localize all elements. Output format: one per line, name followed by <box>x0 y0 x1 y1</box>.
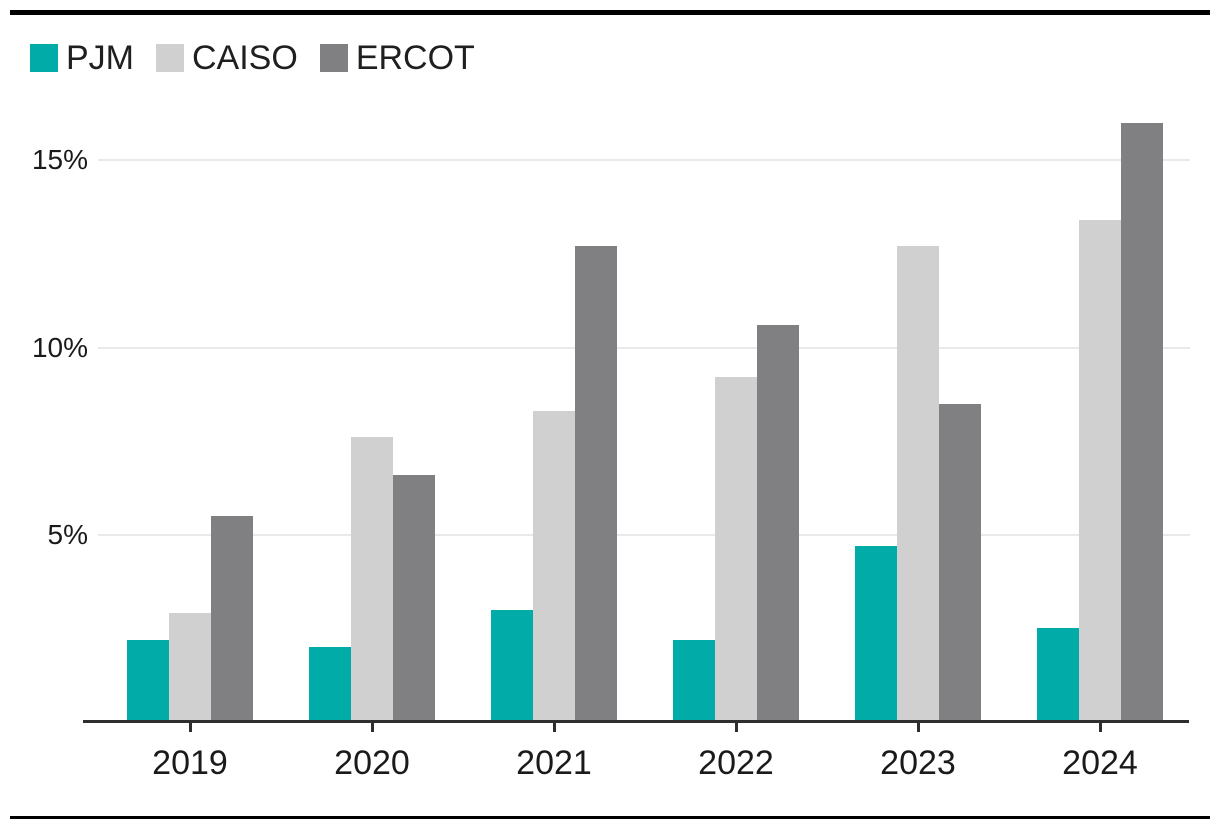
bar-pjm-2022 <box>673 640 715 722</box>
bar-caiso-2019 <box>169 613 211 722</box>
bar-ercot-2022 <box>757 325 799 722</box>
bar-ercot-2023 <box>939 404 981 722</box>
bar-caiso-2023 <box>897 246 939 722</box>
legend: PJM CAISO ERCOT <box>30 39 497 77</box>
x-axis-label-2023: 2023 <box>880 744 956 782</box>
bar-caiso-2020 <box>351 437 393 722</box>
bar-caiso-2022 <box>715 377 757 722</box>
gridline-5% <box>98 534 1190 536</box>
legend-swatch-caiso-icon <box>156 44 184 72</box>
x-axis-tick <box>1099 723 1102 732</box>
bar-pjm-2024 <box>1037 628 1079 722</box>
x-axis-tick <box>371 723 374 732</box>
bar-caiso-2024 <box>1079 220 1121 722</box>
x-axis-tick <box>189 723 192 732</box>
bar-pjm-2019 <box>127 640 169 722</box>
legend-label: CAISO <box>192 39 298 77</box>
x-axis-label-2024: 2024 <box>1062 744 1138 782</box>
y-axis-tick-label: 10% <box>31 332 88 363</box>
bar-pjm-2021 <box>491 610 533 722</box>
bar-ercot-2019 <box>211 516 253 722</box>
legend-item-caiso: CAISO <box>156 39 298 77</box>
x-axis-tick <box>735 723 738 732</box>
gridline-10% <box>98 347 1190 349</box>
x-axis-tick <box>917 723 920 732</box>
bar-pjm-2020 <box>309 647 351 722</box>
x-axis-label-2022: 2022 <box>698 744 774 782</box>
bottom-rule <box>10 816 1210 819</box>
bar-ercot-2021 <box>575 246 617 722</box>
x-axis-label-2019: 2019 <box>152 744 228 782</box>
top-rule <box>10 10 1210 15</box>
bar-pjm-2023 <box>855 546 897 722</box>
y-axis-tick-label: 15% <box>31 144 88 175</box>
legend-swatch-pjm-icon <box>30 44 58 72</box>
x-axis-label-2020: 2020 <box>334 744 410 782</box>
legend-label: PJM <box>66 39 134 77</box>
bar-ercot-2020 <box>393 475 435 722</box>
legend-label: ERCOT <box>355 39 475 77</box>
legend-item-pjm: PJM <box>30 39 134 77</box>
legend-item-ercot: ERCOT <box>319 39 475 77</box>
x-axis-tick <box>553 723 556 732</box>
x-axis-label-2021: 2021 <box>516 744 592 782</box>
x-axis-line <box>83 720 1189 723</box>
bar-caiso-2021 <box>533 411 575 722</box>
gridline-15% <box>98 159 1190 161</box>
y-axis-tick-label: 5% <box>47 519 88 550</box>
legend-swatch-ercot-icon <box>319 44 348 72</box>
bar-ercot-2024 <box>1121 123 1163 722</box>
